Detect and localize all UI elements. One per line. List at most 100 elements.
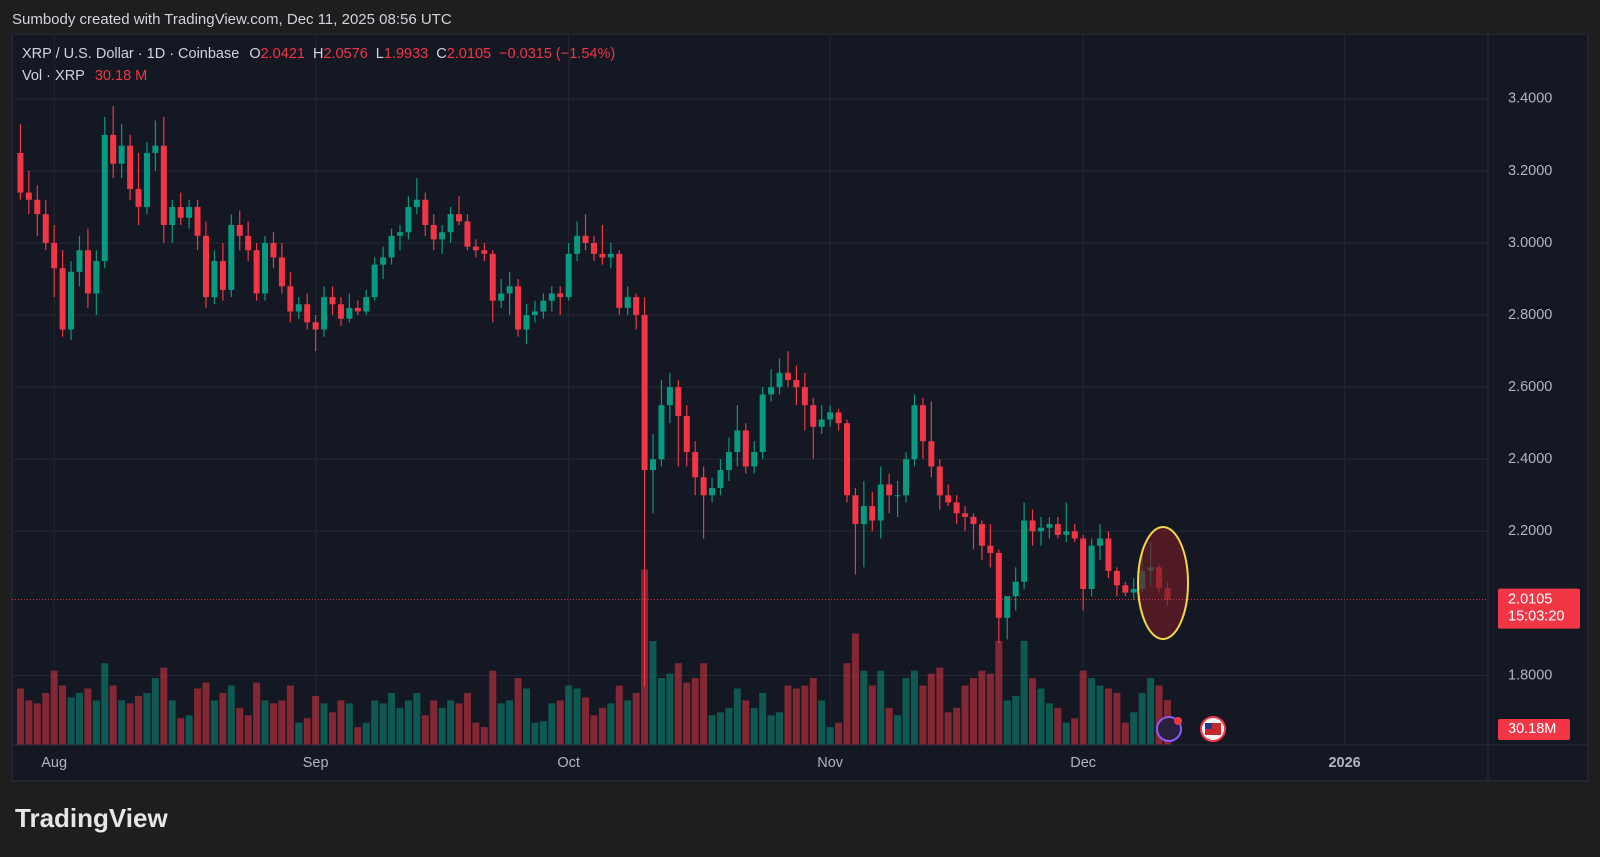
candle-body [472,246,479,251]
volume-bar [421,715,429,745]
candle-body [1088,545,1095,589]
candle-body [860,506,867,525]
candle-body [262,243,269,294]
candle-body [464,221,471,247]
candle-body [742,430,749,467]
candle-body [734,430,741,453]
volume-bar [253,682,261,745]
volume-bar [565,685,573,745]
volume-bar [792,688,800,745]
volume-bar [1096,685,1104,745]
candle-body [700,477,707,496]
volume-bar [388,692,396,745]
candle-body [911,405,918,460]
candle-body [1021,520,1028,582]
volume-bar [126,703,134,745]
open-letter: O [249,46,260,62]
candle-body [945,495,952,503]
y-tick-label: 3.4000 [1508,91,1552,107]
candle-body [42,214,49,244]
volume-bar [986,673,994,745]
volume-bar [430,700,438,745]
volume-value: 30.18 M [95,68,147,84]
volume-bar [1037,688,1045,745]
grid [12,34,1488,745]
volume-title: Vol · XRP [22,68,85,84]
x-tick-label: Dec [1070,755,1096,771]
y-tick-label: 3.2000 [1508,163,1552,179]
candle-body [810,405,817,427]
candle-body [194,206,201,236]
volume-bar [1012,695,1020,745]
volume-bar [244,715,252,745]
volume-bar [894,715,902,745]
price-tag-value: 2.0105 [1508,591,1552,607]
candle-body [709,488,716,496]
candle-body [219,261,226,290]
candle-body [641,315,648,471]
candle-body [135,188,142,207]
volume-bar [936,667,944,745]
volume-bar [691,678,699,745]
volume-bar [286,685,294,745]
candle-body [936,466,943,496]
volume-bar [700,663,708,745]
candle-body [228,224,235,290]
candle-body [590,243,597,254]
volume-bar [531,722,539,745]
y-tick-label: 2.6000 [1508,379,1552,395]
candle-body [25,192,32,200]
volume-bar [371,700,379,745]
candle-body [793,379,800,388]
volume-bar [902,678,910,745]
volume-tag-value: 30.18M [1508,721,1556,737]
candle-body [498,293,505,301]
candle-body [928,441,935,467]
volume-bar [514,678,522,745]
candle-body [396,232,403,236]
candle-body [1046,524,1053,528]
candle-body [68,271,75,330]
volume-bar [1113,692,1121,745]
volume-bar [42,692,50,745]
candle-body [1029,520,1036,532]
volume-bar [447,700,455,745]
candle-body [607,253,614,258]
low-value: 1.9933 [384,46,428,62]
candle-body [565,253,572,298]
x-tick-label: Sep [303,755,329,771]
volume-bar [1020,640,1028,745]
volume-pane [16,569,1171,745]
chart-panel [11,33,1589,782]
header-line: XRP / U.S. Dollar · 1D · Coinbase O2.0421… [22,46,615,62]
candle-body [51,243,58,269]
y-tick-label: 2.8000 [1508,307,1552,323]
candle-body [650,459,657,471]
candle-body [481,250,488,254]
candle-body [143,152,150,207]
volume-bar [767,715,775,745]
candle-body [405,206,412,233]
volume-bar [329,712,337,745]
candle-body [531,311,538,316]
volume-bar [1130,712,1138,745]
candle-body [978,524,985,546]
candle-body [287,286,294,312]
candle-body [101,134,108,262]
volume-bar [860,670,868,745]
candle-body [540,300,547,312]
candle-body [759,394,766,453]
candle-body [295,304,302,312]
volume-bar [708,715,716,745]
volume-bar [674,663,682,745]
volume-bar [598,707,606,745]
volume-bar [961,685,969,745]
candle-body [835,412,842,424]
candle-body [818,419,825,427]
volume-bar [742,700,750,745]
volume-header: Vol · XRP 30.18 M [22,68,147,84]
candle-body [784,372,791,380]
volume-bar [354,727,362,745]
candle-body [962,513,969,517]
